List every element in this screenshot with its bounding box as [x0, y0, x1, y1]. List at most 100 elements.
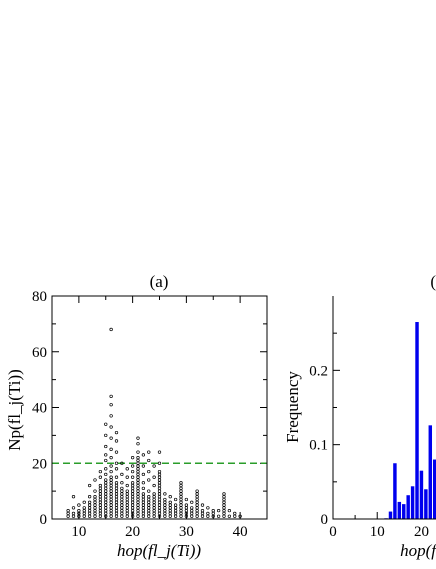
panel-a-data-point	[93, 506, 97, 510]
panel-a-data-point	[130, 483, 135, 488]
panel-a-data-point	[104, 481, 108, 485]
panel-a-data-point	[168, 503, 172, 507]
panel-a-data-point	[114, 481, 119, 485]
panel-a-data-point	[173, 503, 178, 507]
panel-a-points	[66, 327, 242, 518]
panel-a-data-point	[200, 514, 205, 518]
panel-b-bar	[424, 489, 428, 519]
panel-a-data-point	[136, 497, 140, 502]
panel-a-data-point	[136, 506, 140, 510]
panel-a-data-point	[114, 430, 119, 435]
panel-a-data-point	[136, 486, 140, 490]
panel-a-data-point	[163, 503, 167, 507]
panel-b-frame	[332, 296, 436, 520]
panel-a-data-point	[179, 511, 183, 516]
panel-a-data-point	[141, 453, 146, 457]
panel-a-data-point	[136, 458, 140, 463]
panel-a-data-point	[157, 481, 162, 485]
panel-b-y-tick-label: 0.1	[309, 438, 328, 454]
panel-a-data-point	[136, 503, 140, 507]
panel-a-data-point	[98, 486, 103, 490]
panel-a-data-point	[98, 511, 103, 516]
panel-a-data-point	[114, 497, 119, 502]
panel-a-data-point	[130, 456, 135, 460]
panel-b-bar	[406, 495, 410, 519]
panel-a-data-point	[147, 458, 151, 463]
panel-a-data-point	[93, 503, 97, 507]
panel-a-data-point	[179, 508, 183, 513]
panel-a-data-point	[104, 492, 108, 496]
panel-a-data-point	[109, 514, 113, 518]
panel-a-data-point	[184, 497, 189, 502]
panel-a-data-point	[190, 508, 194, 513]
panel-a-data-point	[125, 467, 129, 471]
panel-a-data-point	[104, 495, 108, 499]
panel-a-data-point	[157, 503, 162, 507]
panel-a-data-point	[104, 503, 108, 507]
panel-a-data-point	[77, 508, 81, 513]
panel-a-data-point	[104, 497, 108, 502]
panel-a-data-point	[87, 495, 92, 499]
panel-a-data-point	[147, 511, 151, 516]
panel-a-data-point	[71, 511, 76, 516]
panel-a-title: (a)	[150, 272, 169, 291]
panel-a-data-point	[152, 497, 156, 502]
panel-a-data-point	[130, 492, 135, 496]
panel-a-data-point	[147, 489, 151, 493]
panel-a-data-point	[152, 495, 156, 499]
panel-a-data-point	[147, 469, 151, 474]
panel-a-data-point	[136, 489, 140, 493]
panel-a-data-point	[136, 436, 140, 440]
panel-a-y-tick-label: 0	[40, 512, 48, 528]
panel-a-data-point	[125, 508, 129, 513]
panel-a-data-point	[120, 492, 124, 496]
panel-a-data-point	[104, 478, 108, 482]
panel-a-y-axis-label: Np(fl_j(Ti))	[5, 369, 24, 451]
panel-a-data-point	[141, 464, 146, 468]
panel-a-data-point	[168, 511, 172, 516]
panel-a-data-point	[130, 469, 135, 474]
panel-a-data-point	[157, 500, 162, 504]
panel-a-data-point	[114, 439, 119, 443]
panel-a-data-point	[222, 492, 226, 496]
panel-b-bar	[428, 425, 433, 519]
panel-a-data-point	[98, 475, 103, 479]
panel-a-data-point	[147, 450, 151, 454]
panel-a-data-point	[136, 469, 140, 474]
panel-a-data-point	[190, 500, 194, 504]
panel-a-data-point	[125, 475, 129, 479]
panel-a-data-point	[120, 511, 124, 516]
panel-a-data-point	[190, 511, 194, 516]
panel-b-x-tick-label: 10	[370, 524, 385, 540]
panel-b-x-tick-label: 20	[414, 524, 429, 540]
panel-a-x-tick-labels: 10 20 30 40	[71, 524, 247, 540]
panel-a-data-point	[125, 497, 129, 502]
panel-a-data-point	[141, 492, 146, 496]
panel-a-data-point	[87, 508, 92, 513]
panel-a-data-point	[179, 506, 183, 510]
panel-a-data-point	[206, 511, 210, 516]
panel-a-data-point	[222, 497, 226, 502]
panel-a-data-point	[87, 514, 92, 518]
panel-a-data-point	[120, 506, 124, 510]
panel-a-data-point	[104, 453, 108, 457]
panel-a-data-point	[125, 500, 129, 504]
panel-a-data-point	[114, 450, 119, 454]
panel-a-data-point	[179, 514, 183, 518]
panel-a-data-point	[120, 481, 124, 485]
panel-b-bar	[410, 486, 415, 519]
panel-b-y-tick-labels: 0 0.1 0.2	[309, 363, 328, 528]
panel-a-data-point	[109, 414, 113, 418]
panel-a-data-point	[87, 506, 92, 510]
panel-a-data-point	[179, 486, 183, 490]
panel-a-data-point	[114, 489, 119, 493]
panel-a-data-point	[66, 514, 70, 518]
panel-a-data-point	[190, 506, 194, 510]
panel-a-data-point	[120, 500, 124, 504]
panel-a-data-point	[211, 508, 215, 513]
panel-a-data-point	[130, 481, 135, 485]
panel-a-y-tick-label: 20	[32, 456, 47, 472]
panel-a-data-point	[157, 489, 162, 493]
panel-a-data-point	[98, 483, 103, 488]
